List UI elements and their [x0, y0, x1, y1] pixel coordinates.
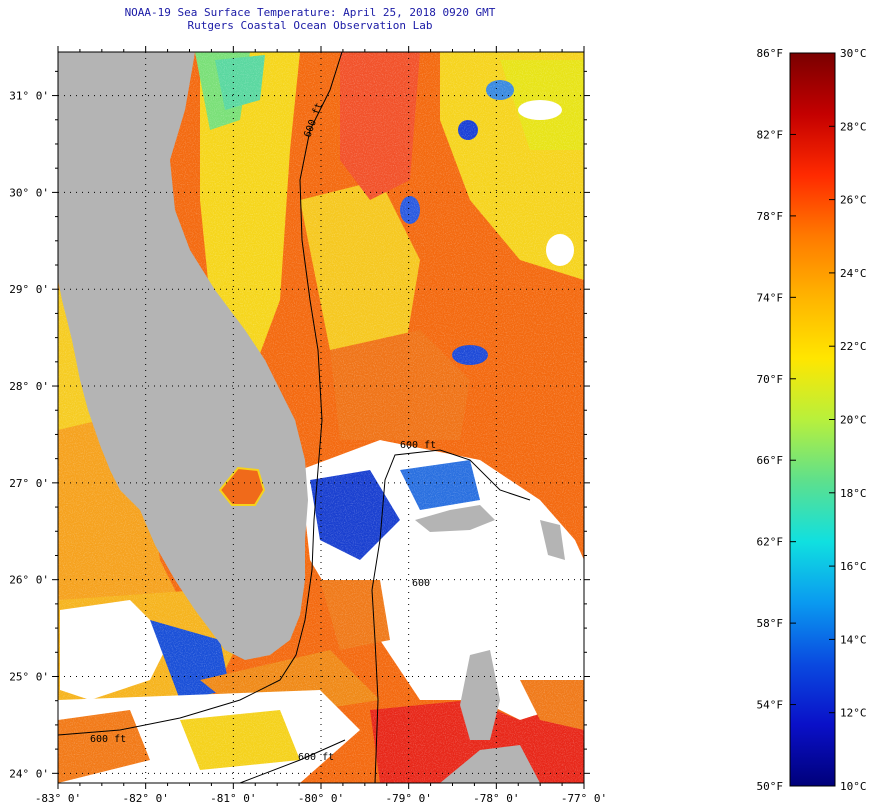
- lat-tick-label: 31° 0': [9, 90, 49, 103]
- colorbar-c-label: 14°C: [840, 633, 867, 646]
- contour-label: 600 ft: [400, 440, 436, 451]
- contour-label: 600: [412, 578, 430, 589]
- colorbar-f-label: 82°F: [757, 128, 784, 141]
- map-image: [58, 52, 584, 783]
- colorbar-c-label: 22°C: [840, 340, 867, 353]
- chart-title: NOAA-19 Sea Surface Temperature: April 2…: [124, 6, 496, 19]
- colorbar-f-label: 58°F: [757, 617, 784, 630]
- colorbar-f-label: 78°F: [757, 210, 784, 223]
- lat-tick-label: 30° 0': [9, 186, 49, 199]
- colorbar-c-label: 24°C: [840, 267, 867, 280]
- lat-tick-label: 28° 0': [9, 380, 49, 393]
- lon-tick-label: -82° 0': [122, 792, 168, 805]
- contour-label: 600 ft: [298, 752, 334, 763]
- colorbar-f-label: 74°F: [757, 291, 784, 304]
- lon-tick-label: -80° 0': [298, 792, 344, 805]
- lon-axis: -83° 0' -82° 0' -81° 0' -80° 0' -79° 0' -78° …: [35, 46, 607, 805]
- grid-lines: [58, 52, 584, 783]
- colorbar-c-label: 16°C: [840, 560, 867, 573]
- colorbar-f-label: 54°F: [757, 699, 784, 712]
- colorbar-f-label: 66°F: [757, 454, 784, 467]
- colorbar-c-labels: 30°C 28°C 26°C 24°C 22°C 20°C 18°C 16°C 14°C 12°C…: [840, 47, 867, 793]
- colorbar-c-label: 28°C: [840, 120, 867, 133]
- colorbar-c-label: 10°C: [840, 780, 867, 793]
- lat-axis: 31° 0' 30° 0' 29° 0' 28° 0' 27° 0' 26° 0' 25° …: [9, 70, 590, 780]
- chart-subtitle: Rutgers Coastal Ocean Observation Lab: [187, 19, 433, 32]
- colorbar-f-label: 50°F: [757, 780, 784, 793]
- colorbar-f-label: 70°F: [757, 373, 784, 386]
- lat-tick-label: 29° 0': [9, 283, 49, 296]
- lat-tick-label: 27° 0': [9, 477, 49, 490]
- colorbar-c-label: 30°C: [840, 47, 867, 60]
- lat-tick-label: 24° 0': [9, 767, 49, 780]
- colorbar-c-label: 12°C: [840, 707, 867, 720]
- colorbar-f-label: 86°F: [757, 47, 784, 60]
- colorbar-c-label: 26°C: [840, 194, 867, 207]
- colorbar-c-label: 20°C: [840, 414, 867, 427]
- lon-tick-label: -81° 0': [210, 792, 256, 805]
- lon-tick-label: -79° 0': [385, 792, 431, 805]
- bahamas-land: [415, 505, 495, 532]
- florida-land: [58, 52, 308, 660]
- lon-tick-label: -77° 0': [561, 792, 607, 805]
- colorbar-gradient: [789, 52, 836, 787]
- lat-tick-label: 25° 0': [9, 670, 49, 683]
- contour-label: 600 ft: [90, 734, 126, 745]
- lon-tick-label: -83° 0': [35, 792, 81, 805]
- colorbar-c-label: 18°C: [840, 487, 867, 500]
- isobath-600ft: [58, 52, 343, 736]
- lon-tick-label: -78° 0': [473, 792, 519, 805]
- colorbar-f-label: 62°F: [757, 536, 784, 549]
- lake-okeechobee: [218, 466, 266, 506]
- lat-tick-label: 26° 0': [9, 574, 49, 587]
- colorbar-f-labels: 86°F 82°F 78°F 74°F 70°F 66°F 62°F 58°F 54°F 50°F: [757, 47, 784, 793]
